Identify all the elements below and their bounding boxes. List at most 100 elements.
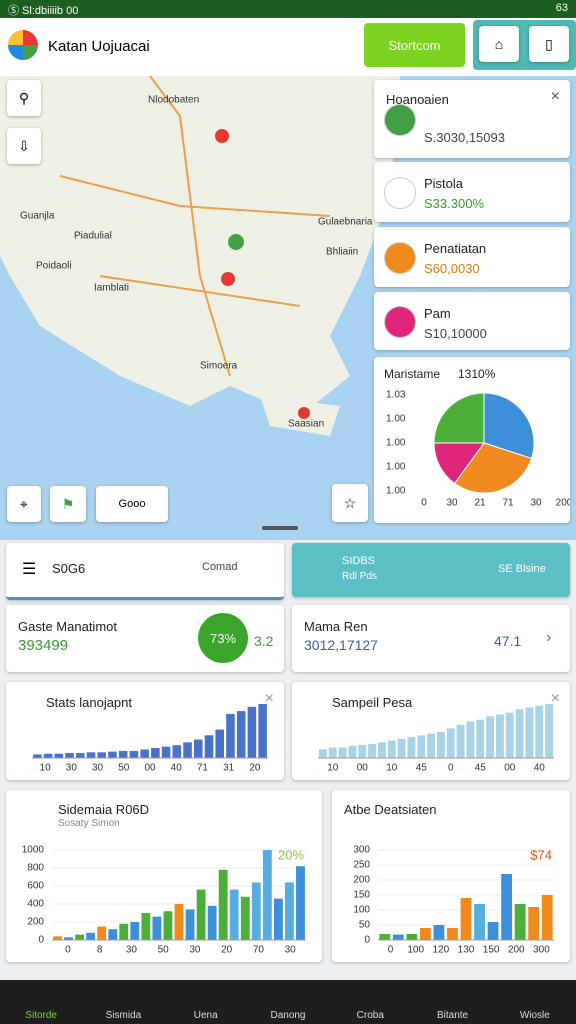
x-label: 40 — [171, 763, 183, 774]
bar — [129, 750, 139, 758]
place-card: Pam S10,10000 — [374, 292, 570, 350]
summary-card[interactable]: SIDBS Rdl Pds SE Blsine — [292, 543, 570, 597]
x-label: 200 — [508, 945, 525, 956]
y-label: 1.00 — [386, 438, 406, 449]
nav-item[interactable]: Danong — [270, 1010, 306, 1021]
place-icon — [384, 242, 416, 274]
annotation: 20% — [278, 847, 304, 862]
y-label: 1.00 — [386, 486, 406, 497]
action-button[interactable]: Stortcom — [364, 23, 465, 67]
bar — [406, 934, 418, 940]
bar — [296, 866, 305, 940]
search-button[interactable]: ⚲ — [7, 80, 41, 116]
place-card: Hoanoaien S.3030,15093 × — [374, 80, 570, 158]
bar — [207, 905, 217, 940]
x-label: 0 — [65, 945, 71, 956]
y-label: 1.00 — [386, 414, 406, 425]
x-label: 70 — [253, 945, 265, 956]
y-tick-label: 50 — [359, 920, 371, 931]
bar — [397, 738, 406, 758]
close-button[interactable]: × — [550, 690, 560, 707]
panel-button[interactable]: ▯ — [529, 26, 569, 62]
summary-title: S0G6 — [52, 561, 86, 576]
layers-button[interactable]: ⇩ — [7, 128, 41, 164]
x-label: 30 — [126, 945, 138, 956]
kpi-extra: 47.1 — [494, 633, 522, 649]
bar — [476, 719, 485, 758]
kpi-chevron[interactable]: › — [546, 629, 552, 646]
summary-title: SIDBS — [342, 555, 376, 567]
bar — [54, 753, 64, 758]
x-label: 71 — [502, 498, 514, 509]
bar — [240, 896, 250, 940]
annotation: $74 — [530, 847, 552, 862]
chart-card: Sidemaia R06D Sosaty Simon 0 200 400 600 800 10… — [6, 790, 322, 962]
nav-item[interactable]: Sitorde — [25, 1010, 57, 1021]
y-tick-label: 0 — [38, 935, 44, 946]
kpi-card: Gaste Manatimot 393499 73% 3.2 — [6, 605, 284, 672]
locate-button[interactable]: ⌖ — [7, 486, 41, 522]
bar — [262, 850, 272, 940]
x-label: 100 — [407, 945, 424, 956]
kpi-value: 3012,17127 — [304, 637, 378, 653]
nav-item[interactable]: Sismida — [105, 1010, 142, 1021]
x-label: 31 — [223, 763, 235, 774]
kpi-title: Gaste Manatimot — [18, 619, 117, 634]
bar — [97, 926, 107, 940]
bar — [358, 744, 367, 758]
bar — [466, 721, 475, 758]
bar — [53, 936, 62, 940]
nav-item[interactable]: Bitante — [436, 1010, 469, 1021]
chart-title: Stats lanojapnt — [46, 695, 133, 710]
pie-chart: 1.03 1.00 1.00 1.00 1.00 0 30 21 71 30 200 — [386, 390, 570, 509]
chart-card: Stats lanojapnt × 10 30 30 50 00 40 71 31 20 — [6, 682, 284, 780]
bar — [218, 869, 228, 940]
place-title: Pam — [424, 306, 451, 321]
nav-item[interactable]: Uena — [193, 1010, 218, 1021]
x-label: 50 — [158, 945, 170, 956]
bar — [118, 750, 128, 758]
close-button[interactable]: × — [264, 690, 274, 707]
favorite-button[interactable]: ☆ — [332, 484, 368, 522]
bar — [215, 729, 225, 758]
bar — [515, 709, 524, 758]
bar — [328, 747, 337, 758]
flag-button[interactable]: ⚑ — [50, 486, 86, 522]
bar — [456, 724, 465, 758]
x-label: 8 — [97, 945, 103, 956]
chart-card: Atbe Deatsiaten 0 50 100 150 200 250 300 0 100 120… — [332, 790, 570, 962]
bar — [387, 740, 396, 758]
bar — [183, 742, 192, 758]
summary-card: ☰ S0G6 Comad — [6, 543, 284, 600]
bar — [97, 752, 107, 758]
map-label: Poidaoli — [36, 261, 72, 272]
pie-slice — [453, 442, 533, 494]
x-label: 00 — [357, 763, 369, 774]
bar — [545, 704, 554, 758]
nav-item[interactable]: Wiosle — [519, 1010, 550, 1021]
place-value: S.3030,15093 — [424, 130, 505, 145]
kpi-badge: 73% — [198, 613, 248, 663]
x-label: 50 — [118, 763, 130, 774]
y-tick-label: 150 — [353, 890, 370, 901]
bar — [486, 716, 495, 758]
bar — [379, 934, 391, 940]
bar — [141, 913, 151, 940]
kpi-extra: 3.2 — [254, 633, 274, 649]
bar — [185, 909, 195, 940]
map-label: Saasian — [288, 419, 324, 430]
bar — [258, 704, 267, 758]
bar — [43, 753, 53, 758]
bar — [525, 707, 534, 758]
x-label: 30 — [285, 945, 297, 956]
y-label: 1.03 — [386, 390, 406, 401]
place-icon — [384, 104, 416, 136]
x-label: 21 — [474, 498, 486, 509]
close-button[interactable]: × — [550, 88, 560, 105]
nav-item[interactable]: Croba — [356, 1010, 384, 1021]
home-button[interactable]: ⌂ — [479, 26, 519, 62]
route-button[interactable]: Gooo — [96, 486, 168, 522]
bar — [65, 753, 74, 758]
bar — [501, 874, 513, 940]
bar — [541, 895, 553, 940]
